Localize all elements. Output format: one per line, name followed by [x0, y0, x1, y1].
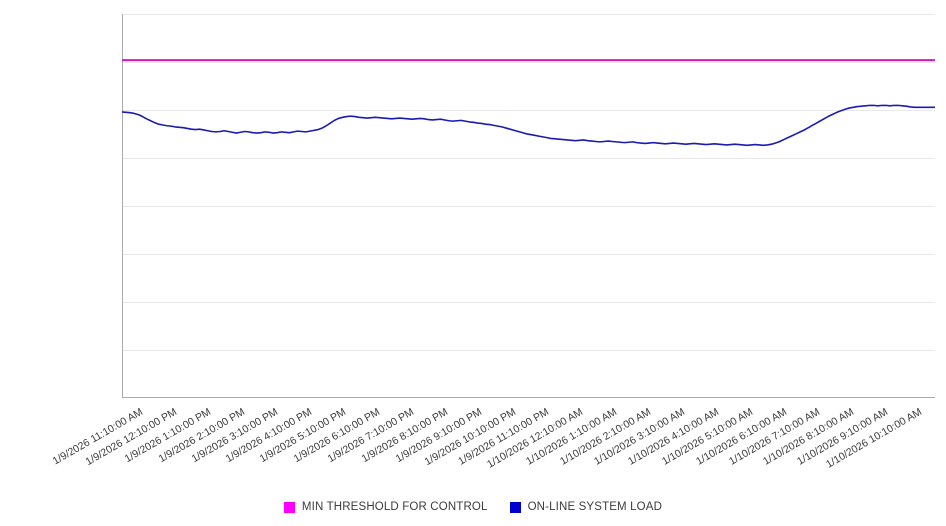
- chart-legend: MIN THRESHOLD FOR CONTROL ON-LINE SYSTEM …: [0, 496, 946, 518]
- legend-label: MIN THRESHOLD FOR CONTROL: [301, 501, 488, 513]
- legend-color-swatch-icon: [509, 501, 521, 513]
- legend-color-swatch-icon: [283, 501, 295, 513]
- legend-label: ON-LINE SYSTEM LOAD: [527, 501, 663, 513]
- plot-svg: [122, 14, 935, 398]
- x-axis-tick-labels: 1/9/2026 11:10:00 AM 1/9/2026 12:10:00 PM…: [0, 398, 946, 488]
- legend-entry[interactable]: ON-LINE SYSTEM LOAD: [509, 501, 663, 513]
- plot-area: [122, 14, 935, 398]
- legend-entry[interactable]: MIN THRESHOLD FOR CONTROL: [283, 501, 488, 513]
- load-series-line: [122, 104, 935, 147]
